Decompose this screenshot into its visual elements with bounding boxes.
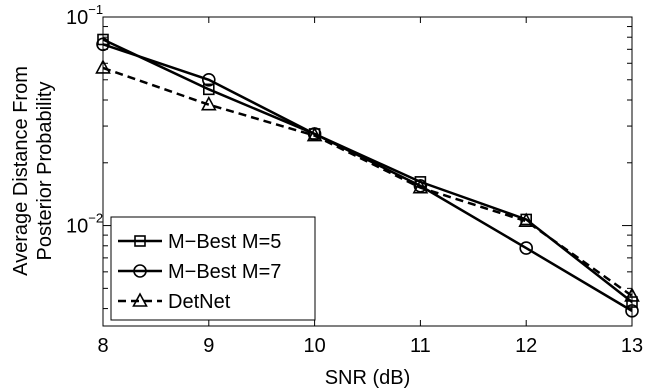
y-tick-exponent: −1 <box>88 2 103 17</box>
legend: M−Best M=5 M−Best M=7 DetNet <box>110 216 316 321</box>
x-tick-label: 10 <box>303 335 325 357</box>
y-tick-label: 10−1 <box>66 2 103 29</box>
legend-label: M−Best M=5 <box>168 231 281 253</box>
data-point <box>96 37 110 52</box>
x-tick-label: 8 <box>97 335 108 357</box>
series-line <box>102 66 633 297</box>
axis-ticks: 8 9 10 11 12 13 10−1 10−2 <box>66 2 643 357</box>
data-point <box>95 59 111 74</box>
data-point <box>412 178 429 194</box>
series-line <box>102 43 633 312</box>
data-point <box>200 95 217 111</box>
x-tick-label: 13 <box>621 335 643 357</box>
x-tick-label: 11 <box>410 335 431 357</box>
data-point <box>518 212 535 227</box>
legend-label: M−Best M=7 <box>168 261 281 283</box>
data-point <box>625 304 639 318</box>
data-point <box>203 83 215 96</box>
x-axis-label: SNR (dB) <box>325 367 411 388</box>
legend-marker <box>134 235 146 247</box>
data-point <box>519 241 534 255</box>
data-point <box>624 287 640 302</box>
legend-items: M−Best M=5 M−Best M=7 DetNet <box>118 231 281 313</box>
data-point <box>202 72 216 87</box>
legend-marker <box>132 292 148 307</box>
series-layer <box>95 33 640 318</box>
y-axis-label-line-2: Posterior Probability <box>34 82 56 261</box>
data-point <box>306 126 323 142</box>
y-axis-label: Average Distance From Posterior Probabil… <box>10 66 56 276</box>
y-tick-label: 10−2 <box>66 211 103 238</box>
legend-label: DetNet <box>168 291 231 313</box>
legend-marker <box>133 264 147 278</box>
x-tick-label: 9 <box>203 335 214 357</box>
y-tick-exponent: −2 <box>88 211 103 226</box>
x-tick-label: 12 <box>515 335 537 357</box>
y-axis-label-line-1: Average Distance From <box>10 66 32 276</box>
data-point <box>626 296 638 308</box>
